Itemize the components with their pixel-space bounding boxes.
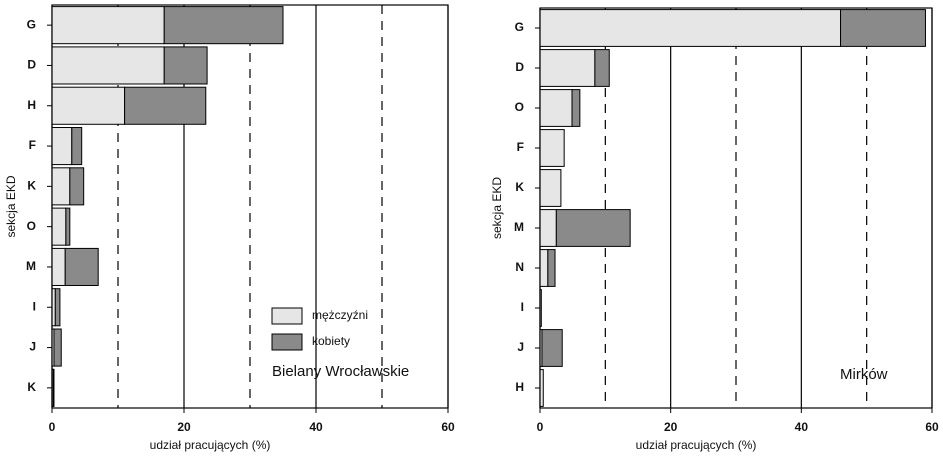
- y-tick-label: H: [27, 98, 36, 112]
- y-tick-label: D: [515, 60, 524, 74]
- x-axis-label: udział pracujących (%): [150, 438, 271, 452]
- bar: [54, 288, 61, 327]
- y-tick-label: J: [29, 340, 36, 354]
- legend-swatch: [271, 307, 303, 325]
- bar: [64, 247, 99, 286]
- bar: [840, 9, 926, 47]
- bar: [51, 6, 165, 45]
- bar: [163, 6, 284, 45]
- y-tick-label: O: [27, 219, 36, 233]
- y-tick-label: G: [515, 20, 524, 34]
- bar: [71, 127, 83, 166]
- bar: [555, 209, 631, 247]
- y-tick-label: I: [33, 299, 36, 313]
- legend-label: mężczyźni: [312, 308, 368, 322]
- bar: [51, 127, 73, 166]
- y-tick-label: F: [29, 138, 36, 152]
- bar: [51, 46, 165, 85]
- annotation: Bielany Wrocławskie: [272, 363, 409, 380]
- bar: [539, 89, 573, 127]
- legend-label: kobiety: [312, 334, 350, 348]
- bar: [539, 169, 562, 207]
- plot-frame: [539, 7, 933, 409]
- bar: [539, 209, 557, 247]
- annotation: Mirków: [840, 366, 888, 383]
- bar: [594, 49, 610, 87]
- x-tick-label: 60: [441, 420, 455, 434]
- x-tick-label: 40: [795, 420, 809, 434]
- x-tick-label: 20: [177, 420, 191, 434]
- y-tick-label: M: [26, 259, 36, 273]
- y-tick-label: I: [521, 300, 524, 314]
- y-axis-label: sekcja EKD: [4, 175, 18, 237]
- bar: [51, 247, 66, 286]
- y-tick-label: N: [515, 260, 524, 274]
- y-tick-label: K: [27, 179, 36, 193]
- bar: [539, 49, 596, 87]
- y-tick-label: F: [517, 140, 524, 154]
- y-tick-label: H: [515, 380, 524, 394]
- bar: [53, 328, 62, 367]
- y-tick-label: J: [517, 340, 524, 354]
- x-tick-label: 60: [925, 420, 939, 434]
- bar: [163, 46, 208, 85]
- x-tick-label: 20: [664, 420, 678, 434]
- x-tick-label: 40: [309, 420, 323, 434]
- legend-swatch: [271, 333, 303, 351]
- y-tick-label: G: [27, 17, 36, 31]
- bar: [541, 329, 563, 367]
- x-axis-label: udział pracujących (%): [636, 438, 757, 452]
- x-tick-label: 0: [49, 420, 56, 434]
- x-tick-label: 0: [537, 420, 544, 434]
- bar: [69, 167, 85, 206]
- bar: [539, 129, 565, 167]
- y-tick-label: K: [27, 380, 36, 394]
- bar: [51, 86, 126, 125]
- plot-frame: [51, 4, 449, 409]
- bar: [124, 86, 207, 125]
- y-tick-label: K: [515, 180, 524, 194]
- bar: [539, 249, 549, 287]
- bar: [52, 368, 55, 407]
- bar: [547, 249, 556, 287]
- bar: [51, 207, 67, 246]
- bar: [51, 167, 71, 206]
- y-tick-label: D: [27, 58, 36, 72]
- bar: [571, 89, 581, 127]
- y-tick-label: O: [515, 100, 524, 114]
- bar: [65, 207, 71, 246]
- bar: [539, 9, 842, 47]
- y-tick-label: M: [514, 220, 524, 234]
- y-axis-label: sekcja EKD: [490, 177, 504, 239]
